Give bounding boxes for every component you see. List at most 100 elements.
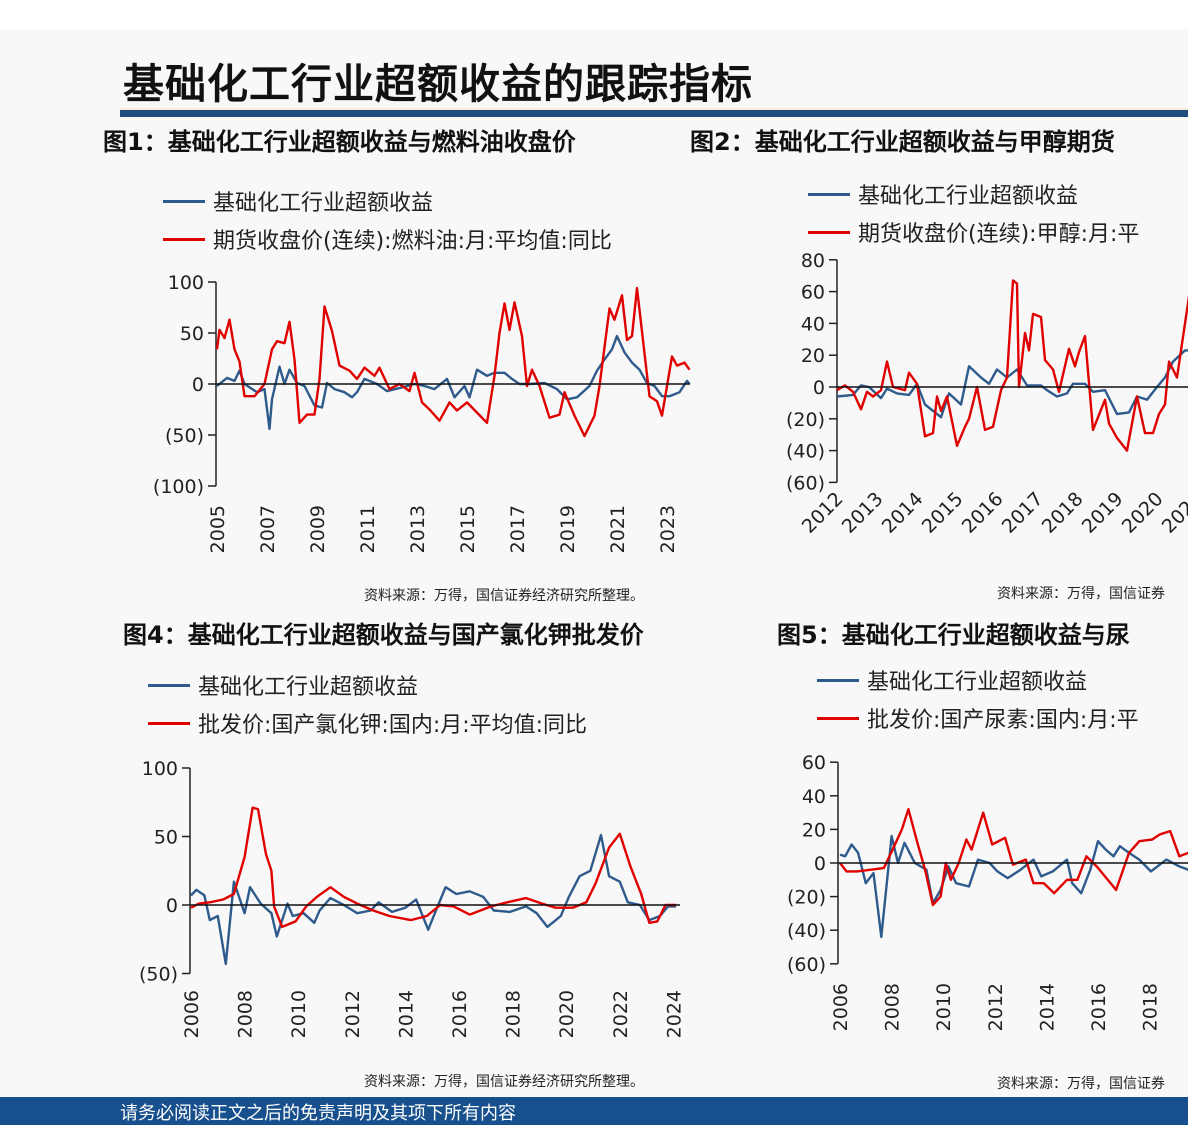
fig4-series-excess-return	[190, 833, 677, 966]
fig1-x-tick-label: 2009	[307, 505, 329, 553]
legend-swatch-blue	[163, 199, 205, 203]
fig1-y-tick-label: (100)	[153, 476, 204, 498]
fig5-x-tick-label: 2006	[830, 983, 852, 1031]
legend-swatch-blue	[808, 192, 850, 196]
fig1-y-tick-label: (50)	[165, 425, 204, 447]
legend-label: 基础化工行业超额收益	[213, 191, 434, 216]
fig4-source: 资料来源：万得，国信证券经济研究所整理。	[364, 1074, 644, 1090]
legend-swatch-red	[808, 230, 850, 234]
legend-swatch-blue	[148, 683, 190, 687]
legend-label: 基础化工行业超额收益	[867, 670, 1088, 695]
fig2-y-tick-label: 20	[801, 345, 825, 367]
fig4-x-tick-label: 2010	[288, 990, 310, 1038]
fig1-x-tick-label: 2013	[407, 505, 429, 553]
fig1-x-tick-label: 2011	[357, 505, 379, 553]
fig2-y-tick-label: (20)	[786, 409, 825, 431]
fig4-x-tick-label: 2014	[395, 990, 417, 1038]
legend-label: 基础化工行业超额收益	[858, 184, 1079, 209]
fig5-x-tick-label: 2008	[882, 983, 904, 1031]
fig5-x-tick-label: 2012	[985, 983, 1007, 1031]
fig2-y-tick-label: 0	[813, 377, 825, 399]
fig5-y-tick-label: (20)	[787, 887, 826, 909]
page-title: 基础化工行业超额收益的跟踪指标	[123, 60, 753, 108]
fig2-y-tick-label: (60)	[786, 472, 825, 494]
fig5-y-tick-label: (60)	[787, 954, 826, 976]
slide-background	[0, 30, 1188, 1125]
fig2-y-tick-label: 60	[801, 282, 825, 304]
fig2-title: 图2：基础化工行业超额收益与甲醇期货	[690, 128, 1115, 156]
fig2-y-tick-label: (40)	[786, 441, 825, 463]
fig2-series-commodity-price	[836, 279, 1188, 452]
fig2-x-tick-label: 2014	[878, 488, 928, 538]
fig4-legend-excess: 基础化工行业超额收益	[148, 669, 418, 701]
fig4-x-tick-label: 2006	[181, 990, 203, 1038]
fig5-legend-excess: 基础化工行业超额收益	[817, 664, 1087, 696]
fig5-y-tick-label: 40	[802, 786, 826, 808]
fig5-y-tick-label: 0	[814, 853, 826, 875]
fig2-y-tick-label: 80	[801, 250, 825, 272]
fig2-legend-commodity: 期货收盘价(连续):甲醇:月:平	[808, 216, 1139, 248]
fig5-y-tick-label: 20	[802, 819, 826, 841]
fig5-y-tick-label: (40)	[787, 920, 826, 942]
fig4-y-tick-label: 100	[142, 758, 178, 780]
fig1-x-tick-label: 2005	[207, 505, 229, 553]
fig5-series-excess-return	[839, 834, 1188, 939]
fig5-x-tick-label: 2016	[1088, 983, 1110, 1031]
legend-swatch-blue	[817, 678, 859, 682]
fig2-y-tick-label: 40	[801, 313, 825, 335]
fig5-series-commodity-price	[839, 808, 1188, 907]
legend-label: 基础化工行业超额收益	[198, 675, 419, 700]
fig2-x-tick-label: 2021	[1158, 488, 1188, 538]
fig5-y-tick-label: 60	[802, 752, 826, 774]
fig4-x-tick-label: 2020	[556, 990, 578, 1038]
legend-swatch-red	[817, 716, 859, 720]
fig5-x-tick-label: 2014	[1036, 983, 1058, 1031]
fig4-x-tick-label: 2012	[342, 990, 364, 1038]
fig1-x-tick-label: 2017	[507, 505, 529, 553]
fig4-y-tick-label: (50)	[139, 964, 178, 986]
fig1-legend-excess: 基础化工行业超额收益	[163, 185, 433, 217]
fig1-x-tick-label: 2023	[657, 505, 679, 553]
fig2-x-tick-label: 2018	[1038, 488, 1088, 538]
fig1-title: 图1：基础化工行业超额收益与燃料油收盘价	[103, 128, 576, 156]
fig2-source: 资料来源：万得，国信证券	[997, 586, 1165, 602]
fig4-series-commodity-price	[190, 806, 677, 929]
fig1-series-commodity-price	[215, 286, 691, 438]
fig1-legend-commodity: 期货收盘价(连续):燃料油:月:平均值:同比	[163, 223, 612, 255]
fig1-x-tick-label: 2021	[607, 505, 629, 553]
title-divider	[120, 108, 1188, 117]
fig5-legend-commodity: 批发价:国产尿素:国内:月:平	[817, 702, 1139, 734]
fig4-x-tick-label: 2022	[610, 990, 632, 1038]
fig2-x-tick-label: 2017	[998, 488, 1048, 538]
legend-label: 期货收盘价(连续):燃料油:月:平均值:同比	[213, 229, 612, 254]
fig1-x-tick-label: 2019	[557, 505, 579, 553]
fig5-title: 图5：基础化工行业超额收益与尿	[777, 621, 1130, 649]
fig2-x-tick-label: 2019	[1078, 488, 1128, 538]
fig1-x-tick-label: 2007	[257, 505, 279, 553]
fig1-series-excess-return	[216, 334, 691, 431]
fig1-y-tick-label: 50	[180, 323, 204, 345]
fig4-y-tick-label: 0	[166, 895, 178, 917]
fig2-x-tick-label: 2020	[1118, 488, 1168, 538]
fig4-y-tick-label: 50	[154, 827, 178, 849]
fig2-x-tick-label: 2016	[958, 488, 1008, 538]
fig4-x-tick-label: 2024	[663, 990, 685, 1038]
fig4-legend-commodity: 批发价:国产氯化钾:国内:月:平均值:同比	[148, 707, 587, 739]
fig2-x-tick-label: 2015	[918, 488, 968, 538]
fig2-legend-excess: 基础化工行业超额收益	[808, 178, 1078, 210]
fig2-x-tick-label: 2012	[798, 488, 848, 538]
footer-disclaimer: 请务必阅读正文之后的免责声明及其项下所有内容	[120, 1103, 516, 1124]
fig1-y-tick-label: 0	[192, 374, 204, 396]
legend-label: 批发价:国产氯化钾:国内:月:平均值:同比	[198, 713, 588, 738]
fig5-x-tick-label: 2018	[1140, 983, 1162, 1031]
fig4-x-tick-label: 2008	[235, 990, 257, 1038]
legend-label: 批发价:国产尿素:国内:月:平	[867, 708, 1139, 733]
fig5-source: 资料来源：万得，国信证券	[997, 1076, 1165, 1092]
fig1-x-tick-label: 2015	[457, 505, 479, 553]
fig4-x-tick-label: 2016	[449, 990, 471, 1038]
fig2-x-tick-label: 2013	[838, 488, 888, 538]
legend-swatch-red	[148, 721, 190, 725]
legend-label: 期货收盘价(连续):甲醇:月:平	[858, 222, 1140, 247]
footer-bar: 请务必阅读正文之后的免责声明及其项下所有内容	[0, 1097, 1188, 1125]
